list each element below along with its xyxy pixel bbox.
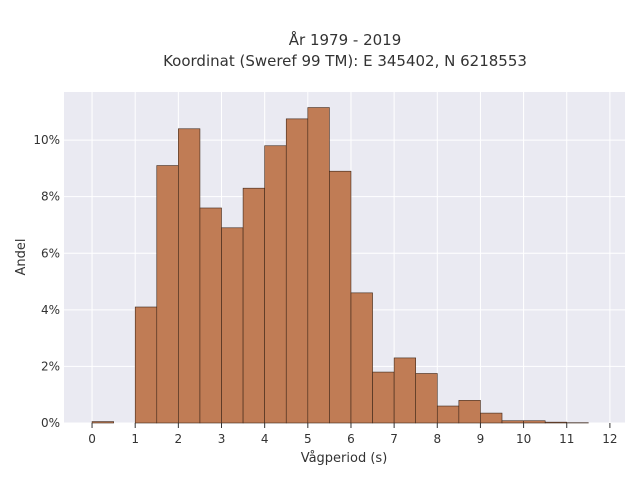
histogram-bar [134,306,158,424]
histogram-bar [329,170,352,424]
histogram-bar [242,187,265,424]
chart-subtitle: Koordinat (Sweref 99 TM): E 345402, N 62… [163,52,527,70]
histogram-bar [264,145,287,424]
histogram-bar [307,107,330,424]
chart-title: År 1979 - 2019 [289,30,402,49]
histogram-bar [393,357,417,424]
histogram-bar [501,420,524,424]
y-tick-label: 10% [33,133,60,147]
x-tick-label: 9 [477,432,485,446]
y-tick-label: 4% [41,303,60,317]
histogram-bar [480,412,503,424]
histogram-bar [523,420,546,424]
bars [91,107,589,424]
x-tick-label: 11 [559,432,574,446]
y-axis-ticks: 0% 2% 4% 6% 8% 10% [33,133,60,430]
y-axis-label: Andel [14,239,29,276]
histogram-bar [199,207,222,424]
x-tick-label: 10 [516,432,531,446]
x-tick-label: 0 [88,432,96,446]
y-tick-label: 2% [41,359,60,373]
x-tick-label: 5 [304,432,312,446]
x-tick-label: 4 [261,432,269,446]
y-tick-label: 8% [41,190,60,204]
histogram-bar [178,128,201,424]
x-tick-label: 8 [433,432,441,446]
x-tick-label: 3 [218,432,226,446]
histogram-bar [91,421,114,424]
histogram-bar [285,118,309,424]
x-tick-label: 2 [175,432,183,446]
x-axis-ticks: 0 1 2 3 4 5 6 7 8 9 10 11 12 [88,423,618,446]
x-tick-label: 6 [347,432,355,446]
x-tick-label: 7 [390,432,398,446]
histogram-bar [415,373,438,424]
histogram-bar [156,165,179,424]
histogram-bar [350,292,373,424]
x-axis-label: Vågperiod (s) [301,451,388,466]
x-tick-label: 12 [602,432,617,446]
x-tick-label: 1 [131,432,139,446]
histogram-bar [221,227,244,424]
y-tick-label: 0% [41,416,60,430]
histogram-bar [372,371,395,424]
y-tick-label: 6% [41,246,60,260]
histogram-bar [436,405,460,424]
histogram-bar [544,421,568,424]
histogram-bar [458,400,481,424]
